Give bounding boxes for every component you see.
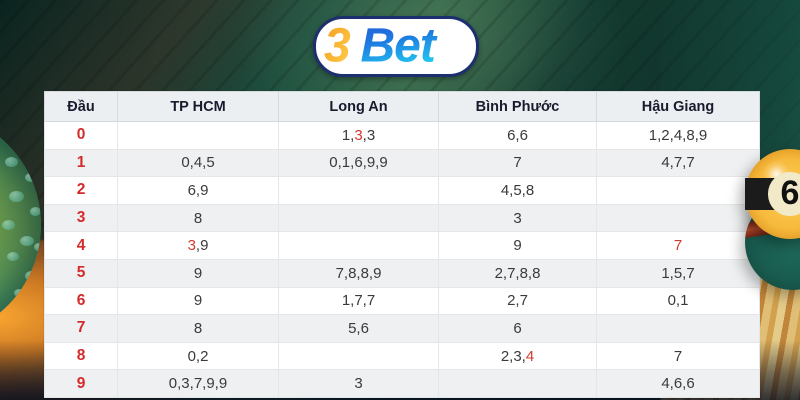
svg-text:3: 3 <box>324 23 351 71</box>
svg-text:Bet: Bet <box>360 23 437 71</box>
